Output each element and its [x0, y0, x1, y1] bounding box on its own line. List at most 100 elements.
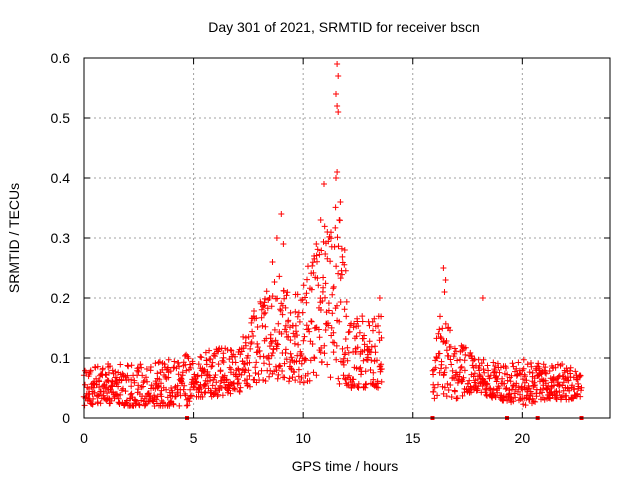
data-point: [478, 360, 485, 367]
data-point: [520, 356, 527, 363]
data-point: [100, 388, 107, 395]
data-point: [187, 386, 194, 393]
data-point: [359, 318, 366, 325]
data-point: [254, 344, 261, 351]
data-point: [274, 295, 281, 302]
data-point: [359, 313, 366, 320]
data-point: [304, 370, 311, 377]
data-point: [329, 339, 336, 346]
data-point: [156, 358, 163, 365]
data-point: [245, 352, 251, 359]
data-point: [213, 379, 220, 386]
data-point: [571, 386, 578, 393]
data-point: [308, 286, 315, 293]
data-point: [490, 359, 497, 366]
data-point: [378, 313, 385, 320]
data-point: [247, 383, 253, 390]
data-point: [143, 366, 150, 372]
data-point: [124, 372, 131, 379]
data-point: [318, 247, 325, 254]
data-point: [171, 358, 178, 365]
data-point: [139, 372, 146, 379]
data-point: [264, 305, 271, 312]
data-point: [108, 397, 115, 404]
data-point: [295, 341, 302, 348]
data-point: [196, 386, 203, 393]
data-point: [337, 275, 344, 282]
data-point: [370, 369, 377, 376]
data-point: [485, 367, 492, 374]
data-point: [447, 382, 454, 388]
data-point: [539, 389, 545, 396]
data-point: [266, 295, 273, 301]
data-point: [265, 355, 272, 362]
data-point: [122, 388, 129, 395]
data-point: [351, 382, 358, 389]
data-point: [152, 360, 159, 367]
data-point: [321, 223, 328, 230]
data-point: [343, 313, 350, 320]
data-point: [300, 379, 307, 386]
data-point: [251, 308, 257, 314]
data-point: [437, 334, 444, 340]
data-point: [533, 393, 540, 400]
data-point: [529, 390, 535, 397]
data-point: [321, 350, 328, 357]
data-point: [301, 333, 308, 340]
data-point: [280, 287, 287, 294]
x-tick-label: 10: [295, 430, 311, 446]
data-point: [235, 366, 242, 373]
data-point: [461, 367, 468, 374]
data-point: [245, 367, 252, 374]
data-point: [131, 379, 138, 386]
data-point: [215, 346, 222, 353]
data-point: [259, 322, 266, 329]
data-point: [333, 91, 339, 97]
data-point: [276, 273, 283, 280]
data-point: [339, 253, 346, 260]
data-point: [447, 356, 454, 363]
data-point: [277, 363, 284, 370]
data-point: [546, 368, 553, 374]
data-point: [199, 393, 206, 400]
data-point: [321, 181, 327, 187]
data-point: [558, 394, 565, 401]
data-point: [187, 393, 194, 400]
data-point: [350, 376, 357, 383]
data-point: [515, 384, 522, 391]
data-point: [565, 377, 572, 384]
data-point: [238, 371, 245, 378]
data-point: [318, 359, 325, 366]
data-point: [342, 267, 349, 274]
data-point: [286, 378, 292, 385]
data-point: [97, 400, 104, 407]
data-point: [336, 318, 343, 325]
data-point: [438, 335, 445, 342]
data-points: [80, 61, 585, 409]
data-point: [275, 371, 282, 378]
data-point: [223, 376, 230, 383]
data-point: [484, 380, 491, 387]
data-point: [136, 401, 142, 408]
data-point: [258, 367, 265, 374]
y-axis-ticks: 0 0.1 0.2 0.3 0.4 0.5 0.6: [51, 50, 610, 426]
data-point: [176, 363, 183, 370]
data-point: [286, 375, 293, 382]
data-point: [577, 372, 584, 379]
data-point: [270, 346, 277, 353]
data-point: [306, 328, 313, 335]
y-tick-label: 0.2: [51, 290, 71, 306]
data-point: [435, 381, 441, 388]
data-point: [278, 330, 285, 337]
data-point: [559, 382, 566, 389]
data-point: [503, 365, 510, 371]
data-point: [252, 370, 259, 376]
data-point: [325, 238, 332, 245]
data-point: [128, 383, 135, 390]
data-point: [306, 377, 313, 384]
data-point: [165, 374, 172, 381]
data-point: [343, 298, 350, 305]
data-point: [211, 374, 218, 381]
data-point: [288, 354, 295, 361]
data-point: [309, 259, 316, 266]
